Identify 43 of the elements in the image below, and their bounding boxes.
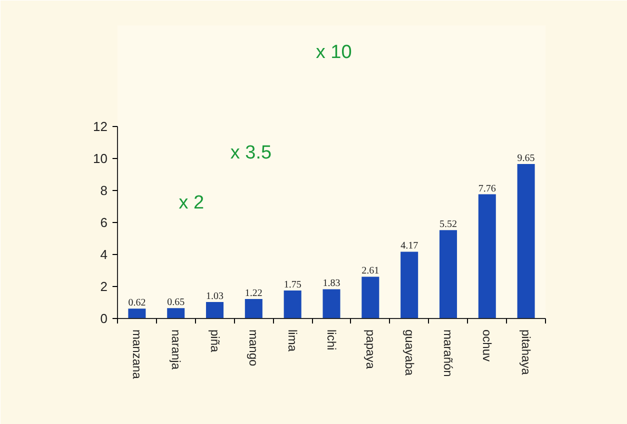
bar: [244, 298, 262, 318]
x-tick-label: lichi: [324, 330, 338, 350]
bar: [362, 276, 380, 318]
x-tick-label: guayaba: [402, 330, 416, 376]
data-label: 1.22: [244, 288, 262, 299]
y-tick-label: 4: [100, 246, 108, 262]
x-tick-label: lima: [286, 330, 300, 352]
x-tick-label: naranja: [168, 330, 183, 370]
data-label: 1.83: [322, 278, 340, 290]
data-label: 9.65: [517, 152, 535, 164]
x-tick-label: piña: [208, 330, 222, 353]
annotation: x 2: [178, 192, 204, 214]
annotation: x 3.5: [230, 142, 272, 164]
x-tick-label: manzana: [130, 330, 144, 380]
bar: [206, 302, 224, 318]
bar: [128, 308, 146, 318]
y-tick-label: 0: [100, 311, 108, 326]
data-label: 0.62: [128, 298, 146, 309]
data-label: 5.52: [439, 219, 457, 230]
data-label: 0.65: [167, 297, 185, 308]
data-label: 2.61: [362, 266, 380, 277]
bar: [439, 230, 457, 318]
data-label: 1.03: [206, 291, 224, 302]
y-tick-label: 6: [100, 214, 108, 230]
x-tick-label: mango: [246, 330, 261, 367]
y-tick-label: 8: [100, 182, 108, 198]
data-label: 7.76: [478, 183, 496, 194]
y-tick-label: 2: [100, 278, 108, 294]
x-tick-label: marañón: [441, 330, 456, 377]
bar: [284, 290, 302, 318]
text: x 10: [316, 42, 352, 64]
bar: [478, 194, 496, 318]
bar: [400, 252, 418, 318]
y-tick-label: 12: [93, 118, 108, 134]
x-tick-label: ochuv: [480, 330, 494, 362]
x-tick-label: papaya: [363, 330, 378, 370]
x-tick-label: pitahaya: [519, 330, 534, 376]
data-label: 4.17: [400, 240, 418, 252]
bar: [167, 308, 185, 318]
data-label: 1.75: [284, 279, 302, 290]
bar: [322, 289, 340, 318]
y-tick-label: 10: [93, 150, 108, 166]
bar: [517, 164, 535, 318]
